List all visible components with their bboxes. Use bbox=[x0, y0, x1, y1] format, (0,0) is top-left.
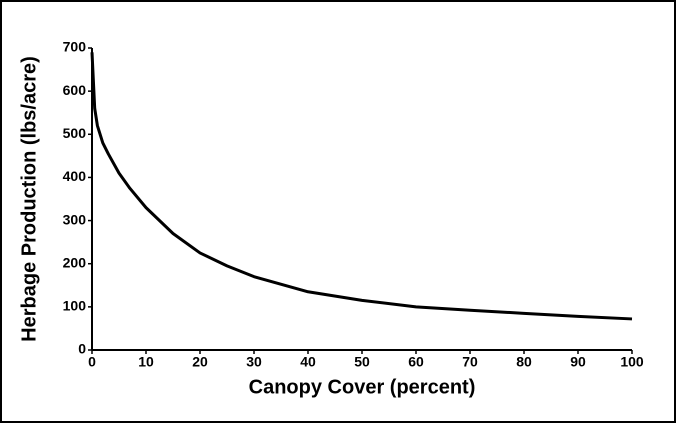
y-tick-label: 400 bbox=[63, 168, 87, 184]
x-tick-label: 0 bbox=[88, 354, 96, 370]
y-tick-label: 300 bbox=[63, 211, 87, 227]
x-tick-label: 80 bbox=[516, 354, 532, 370]
x-tick-label: 70 bbox=[462, 354, 478, 370]
x-tick-label: 100 bbox=[620, 354, 644, 370]
x-tick-label: 50 bbox=[354, 354, 370, 370]
x-tick-label: 90 bbox=[570, 354, 586, 370]
x-tick-label: 60 bbox=[408, 354, 424, 370]
y-tick-label: 0 bbox=[78, 341, 86, 357]
y-axis-label: Herbage Production (lbs/acre) bbox=[18, 56, 40, 342]
y-tick-label: 700 bbox=[63, 39, 87, 55]
y-tick-label: 100 bbox=[63, 298, 87, 314]
y-tick-label: 600 bbox=[63, 82, 87, 98]
line bbox=[90, 52, 633, 321]
y-tick-label: 500 bbox=[63, 125, 87, 141]
x-axis-label: Canopy Cover (percent) bbox=[249, 376, 476, 398]
y-tick-label: 200 bbox=[63, 254, 87, 270]
x-tick-label: 20 bbox=[192, 354, 208, 370]
x-tick-label: 30 bbox=[246, 354, 262, 370]
x-tick-label: 40 bbox=[300, 354, 316, 370]
x-tick-label: 10 bbox=[138, 354, 154, 370]
